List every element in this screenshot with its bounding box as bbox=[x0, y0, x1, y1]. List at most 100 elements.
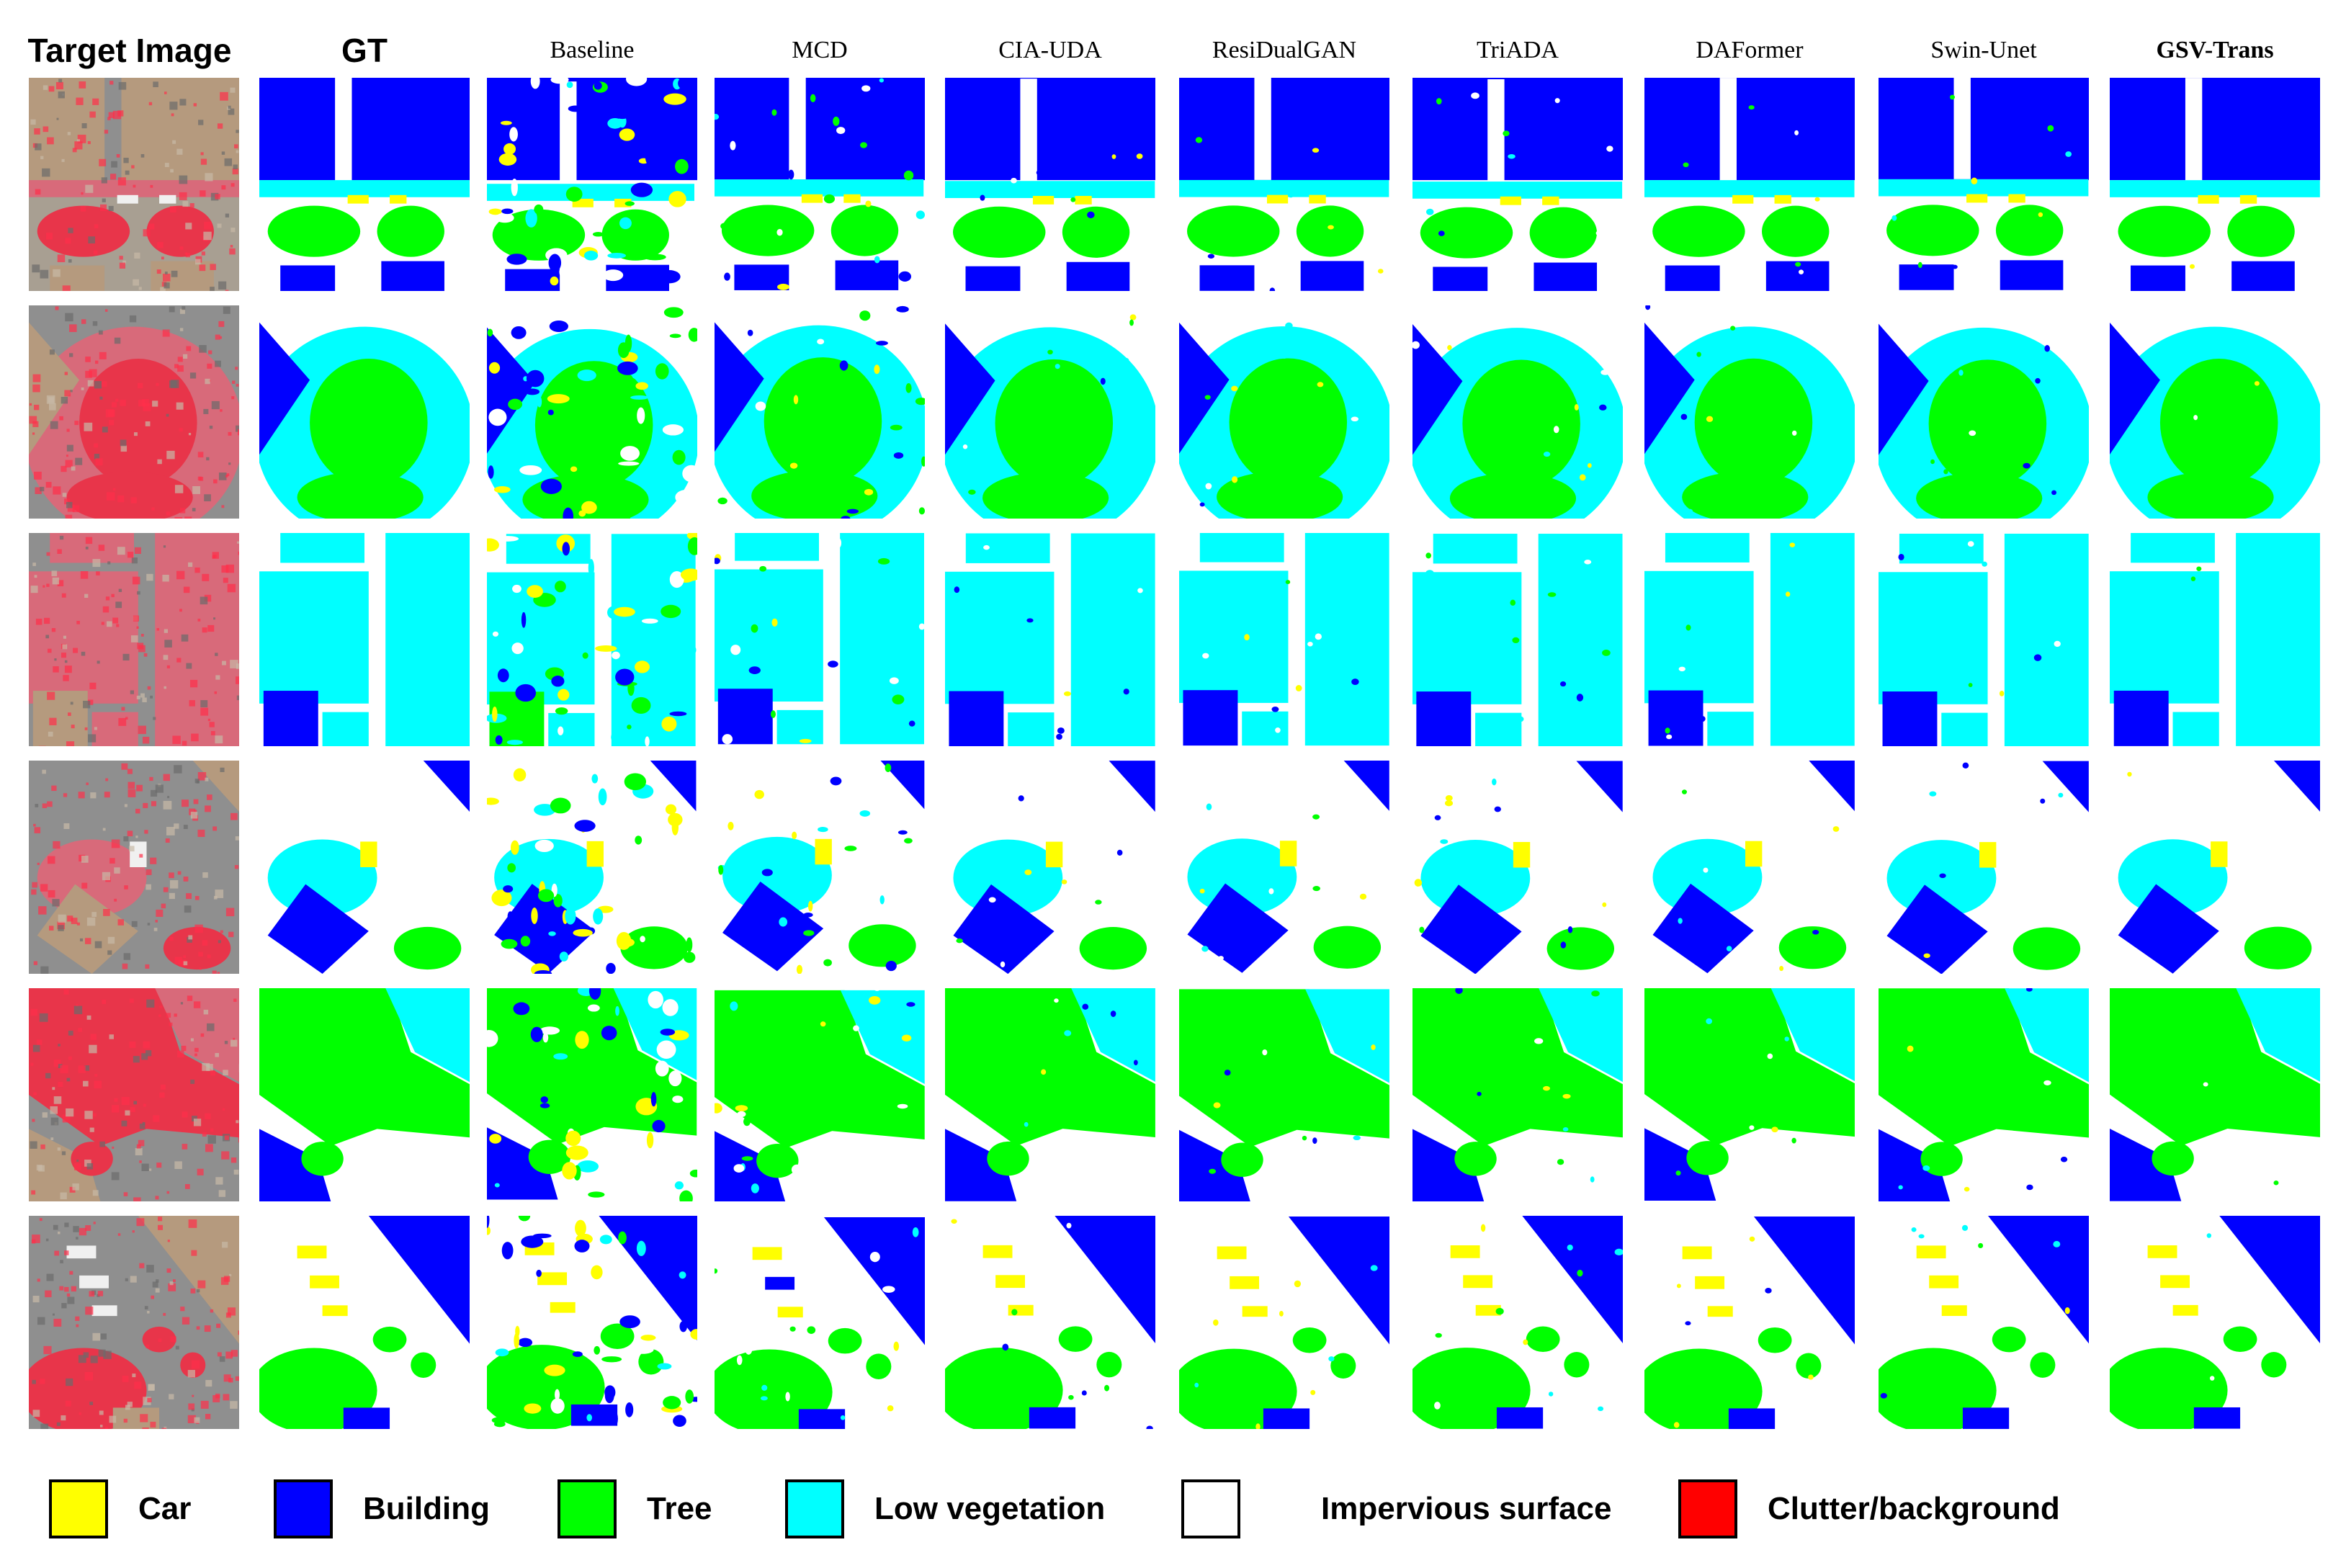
photo-texture bbox=[140, 693, 145, 698]
region-tree bbox=[1762, 205, 1830, 257]
noise-tree bbox=[1047, 349, 1053, 355]
region-building bbox=[1412, 323, 1463, 455]
noise-car bbox=[869, 995, 881, 1005]
photo-texture bbox=[111, 593, 115, 598]
photo-texture bbox=[142, 398, 149, 406]
noise-impervious bbox=[618, 461, 640, 466]
photo-texture bbox=[172, 735, 181, 745]
photo-texture bbox=[76, 97, 84, 105]
noise-low-vegetation bbox=[619, 217, 632, 230]
noise-low-vegetation bbox=[1937, 630, 1942, 636]
region-car bbox=[537, 1272, 568, 1286]
noise-tree bbox=[627, 725, 632, 730]
photo-texture bbox=[201, 251, 205, 256]
photo-texture bbox=[236, 150, 239, 153]
noise-building bbox=[1269, 287, 1276, 291]
region-tree bbox=[601, 209, 669, 261]
photo-texture bbox=[108, 205, 114, 211]
region-car bbox=[777, 1307, 803, 1318]
photo-texture bbox=[164, 640, 172, 648]
photo-texture bbox=[81, 882, 88, 889]
photo-texture bbox=[179, 609, 182, 612]
photo-texture bbox=[69, 353, 73, 357]
photo-texture bbox=[228, 108, 235, 115]
noise-tree bbox=[759, 565, 767, 572]
photo-texture bbox=[209, 425, 213, 429]
noise-building bbox=[503, 885, 514, 893]
photo-texture bbox=[93, 1113, 97, 1117]
segmentation-tile bbox=[487, 78, 697, 291]
noise-low-vegetation bbox=[1425, 208, 1434, 215]
noise-tree bbox=[1412, 1088, 1418, 1095]
photo-texture bbox=[79, 1412, 81, 1415]
photo-texture bbox=[179, 308, 185, 314]
noise-impervious bbox=[1517, 779, 1526, 785]
noise-low-vegetation bbox=[588, 591, 594, 605]
noise-tree bbox=[792, 1031, 798, 1039]
segmentation-tile bbox=[1644, 78, 1855, 291]
photo-texture bbox=[133, 279, 140, 286]
photo-texture bbox=[99, 1410, 104, 1415]
noise-low-vegetation bbox=[537, 396, 542, 408]
photo-texture bbox=[199, 264, 206, 272]
photo-texture bbox=[102, 426, 108, 433]
photo-texture bbox=[183, 354, 188, 359]
photo-texture bbox=[61, 593, 66, 598]
noise-car bbox=[488, 362, 501, 374]
noise-tree bbox=[565, 187, 583, 202]
region-building bbox=[2000, 260, 2064, 290]
region-impervious bbox=[1487, 79, 1505, 182]
photo-texture bbox=[40, 1423, 49, 1429]
photo-texture bbox=[103, 909, 110, 916]
photo-texture bbox=[124, 804, 127, 807]
noise-car bbox=[1480, 1224, 1486, 1232]
region-tree bbox=[1682, 471, 1809, 519]
noise-impervious bbox=[1315, 633, 1322, 640]
region-low-vegetation bbox=[1770, 533, 1855, 746]
noise-car bbox=[1587, 463, 1592, 468]
photo-texture bbox=[57, 580, 64, 586]
photo-region bbox=[29, 180, 239, 197]
region-car bbox=[586, 841, 604, 867]
noise-building bbox=[615, 668, 635, 686]
photo-texture bbox=[174, 823, 179, 829]
photo-texture bbox=[99, 204, 107, 211]
photo-texture bbox=[84, 422, 93, 431]
photo-texture bbox=[192, 1360, 200, 1369]
photo-texture bbox=[174, 485, 184, 493]
region-tree bbox=[1330, 1353, 1356, 1379]
noise-car bbox=[1244, 634, 1250, 641]
photo-texture bbox=[53, 1059, 61, 1067]
photo-texture bbox=[55, 306, 59, 310]
photo-texture bbox=[98, 330, 103, 335]
noise-impervious bbox=[1066, 1150, 1072, 1154]
photo-texture bbox=[32, 1044, 40, 1052]
noise-car bbox=[614, 606, 635, 617]
photo-texture bbox=[236, 1120, 239, 1124]
photo-texture bbox=[88, 236, 95, 243]
noise-impervious bbox=[488, 408, 507, 426]
noise-impervious bbox=[1606, 145, 1613, 152]
noise-tree bbox=[552, 995, 574, 1013]
noise-building bbox=[1110, 1011, 1116, 1017]
noise-impervious bbox=[603, 269, 624, 282]
noise-tree bbox=[903, 170, 914, 181]
photo-texture bbox=[169, 872, 174, 879]
region-tree bbox=[1778, 926, 1847, 969]
noise-car bbox=[1063, 691, 1071, 696]
region-car bbox=[310, 1275, 339, 1289]
photo-texture bbox=[83, 1352, 89, 1358]
photo-texture bbox=[156, 628, 160, 631]
noise-impervious bbox=[1794, 130, 1799, 135]
noise-building bbox=[2025, 988, 2033, 992]
photo-texture bbox=[191, 1250, 197, 1256]
photo-texture bbox=[34, 471, 42, 480]
photo-texture bbox=[145, 1050, 152, 1057]
noise-building bbox=[1087, 211, 1095, 219]
region-low-vegetation bbox=[715, 179, 924, 197]
column-header-gt: GT bbox=[341, 32, 388, 69]
target-image-tile bbox=[29, 761, 239, 974]
region-tree bbox=[1187, 205, 1280, 257]
photo-texture bbox=[44, 617, 50, 624]
noise-tree bbox=[921, 456, 925, 467]
